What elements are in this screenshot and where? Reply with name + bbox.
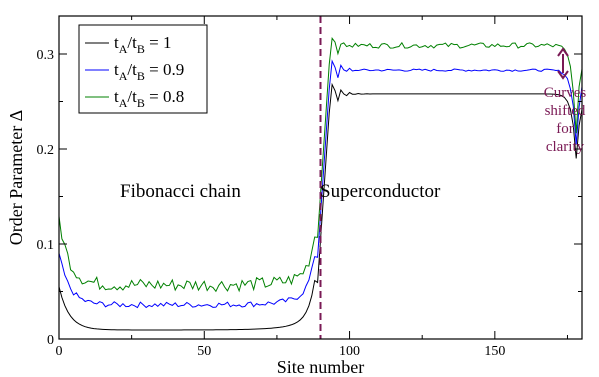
- annotation-line-4: clarity: [546, 139, 585, 155]
- y-tick-label: 0.2: [37, 143, 55, 158]
- x-tick-label: 150: [484, 344, 505, 359]
- y-tick-label: 0.3: [37, 48, 55, 63]
- x-tick-label: 0: [56, 344, 63, 359]
- x-tick-label: 50: [197, 344, 211, 359]
- y-axis-label: Order Parameter Δ: [6, 110, 26, 246]
- legend: tA/tB = 1tA/tB = 0.9tA/tB = 0.8: [79, 25, 207, 113]
- y-tick-label: 0: [47, 333, 54, 348]
- x-axis-label: Site number: [277, 357, 365, 377]
- annotation-line-2: shifted: [545, 103, 586, 119]
- region-label-superconductor: Superconductor: [320, 181, 441, 202]
- annotation-line-3: for: [556, 121, 574, 137]
- annotation-line-1: Curves: [544, 85, 587, 101]
- y-tick-label: 0.1: [37, 238, 55, 253]
- region-label-fibonacci: Fibonacci chain: [120, 181, 241, 202]
